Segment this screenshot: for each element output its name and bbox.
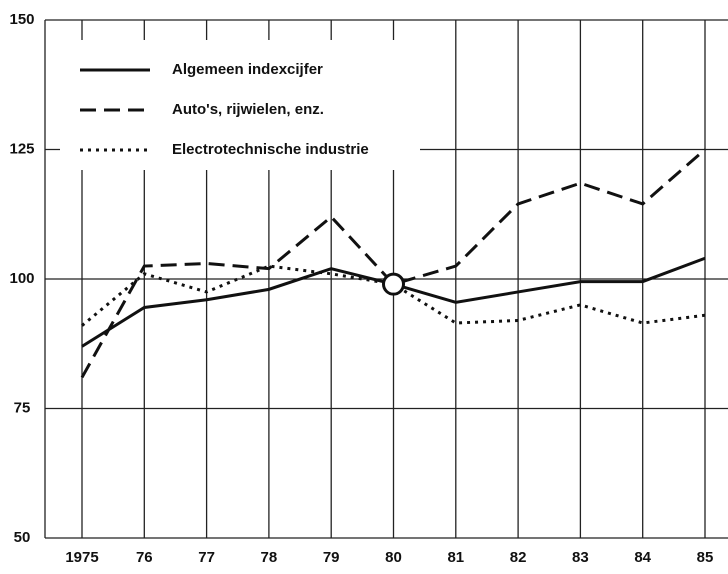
legend: Algemeen indexcijfer Auto's, rijwielen, e… (60, 40, 420, 170)
x-tick-label: 76 (136, 549, 153, 566)
x-tick-label: 79 (323, 549, 340, 566)
x-tick-label: 78 (261, 549, 278, 566)
legend-label: Auto's, rijwielen, enz. (172, 101, 324, 118)
y-tick-label: 100 (9, 270, 34, 287)
x-tick-label: 82 (510, 549, 527, 566)
y-tick-label: 150 (9, 11, 34, 28)
x-tick-label: 84 (634, 549, 651, 566)
x-tick-label: 80 (385, 549, 402, 566)
x-tick-label: 85 (697, 549, 714, 566)
y-tick-label: 50 (14, 529, 31, 546)
x-tick-label: 81 (447, 549, 464, 566)
line-series (80, 148, 706, 379)
legend-label: Electrotechnische industrie (172, 141, 369, 158)
x-tick-label: 83 (572, 549, 589, 566)
legend-label: Algemeen indexcijfer (172, 61, 323, 78)
legend-background (60, 40, 420, 170)
base-point (382, 272, 405, 296)
x-tick-label: 77 (198, 549, 215, 566)
x-tick-label: 1975 (65, 549, 98, 566)
line-series (81, 264, 706, 327)
y-tick-label: 125 (9, 140, 34, 157)
y-tick-label: 75 (14, 399, 31, 416)
